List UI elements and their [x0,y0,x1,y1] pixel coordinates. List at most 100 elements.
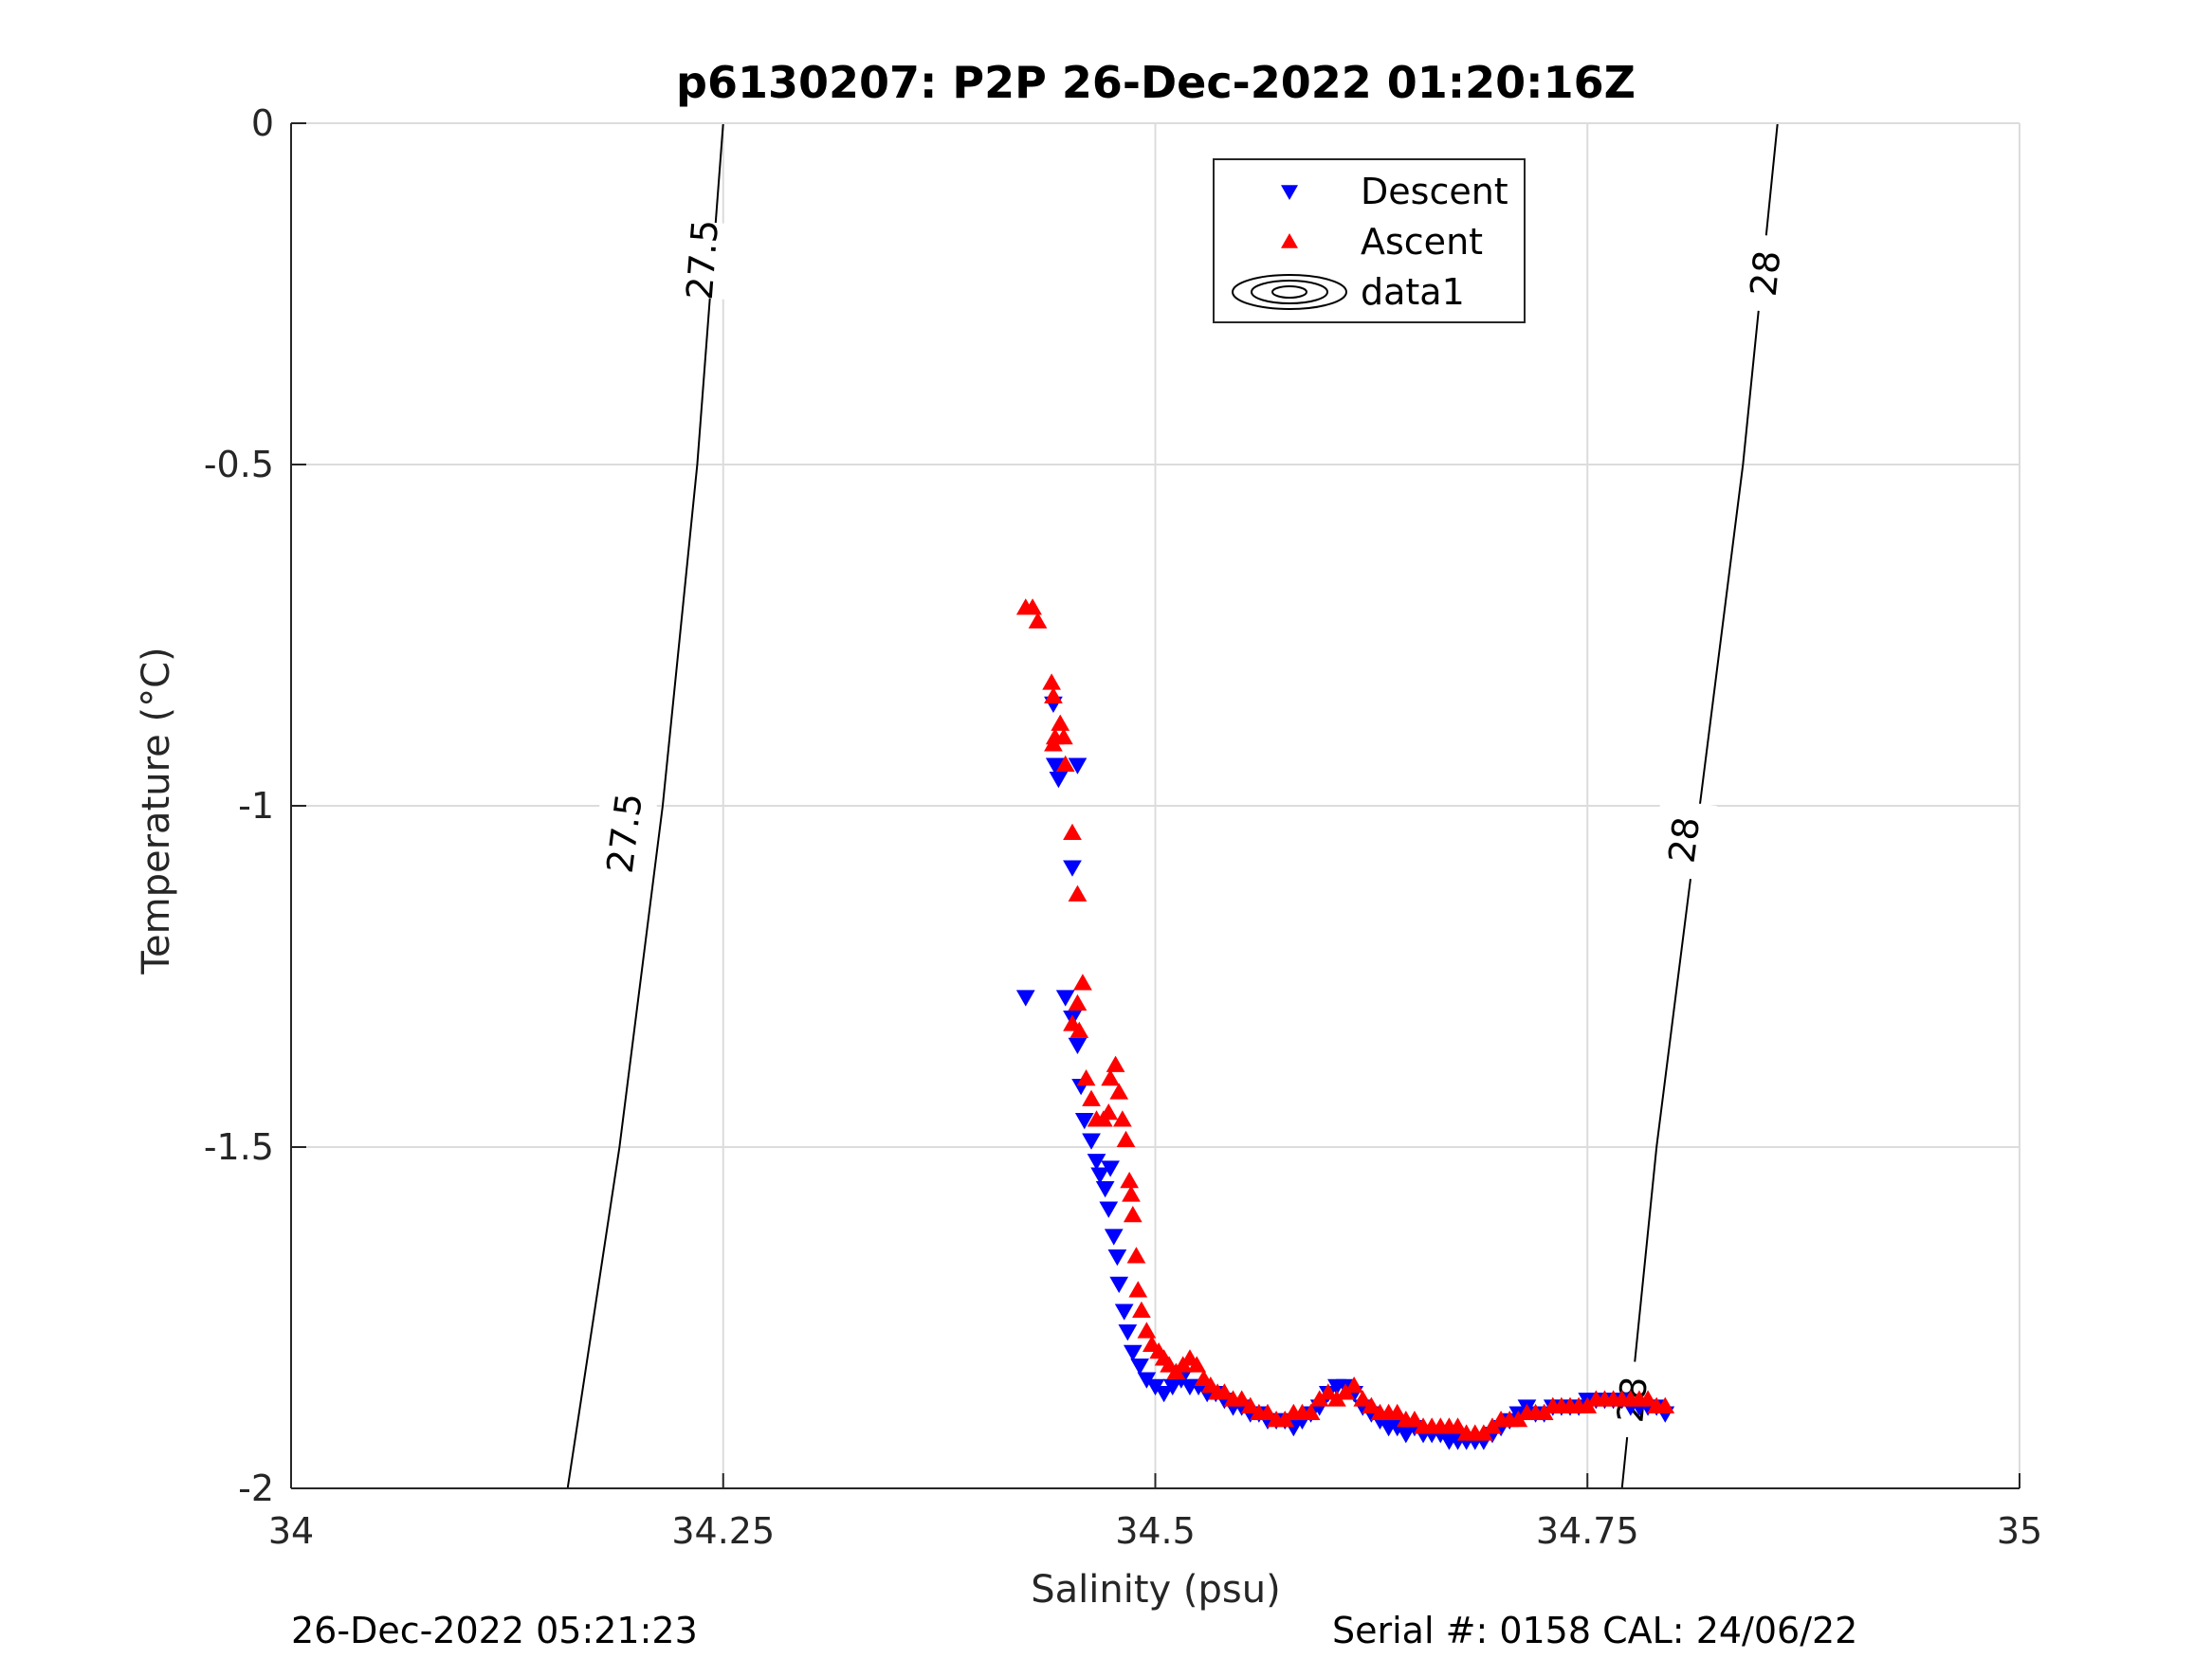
legend-box [1213,158,1526,323]
y-tick-label: -0.5 [204,444,274,485]
descent-point [1045,757,1065,775]
ascent-point [1113,1110,1132,1127]
contour-line-27.5 [566,122,724,1489]
ascent-point [1054,727,1073,745]
footer-datetime: 26-Dec-2022 05:21:23 [291,1610,698,1651]
legend-contour-ring [1232,274,1347,310]
ascent-point [1240,1396,1260,1413]
descent-point [1095,1180,1115,1198]
contour-label-mask [1733,232,1798,315]
legend-label: Descent [1361,171,1508,212]
x-tick-label: 34.25 [671,1510,775,1552]
ascent-point [1137,1322,1157,1339]
data-points [1015,598,1675,1450]
ascent-point [1076,1068,1096,1086]
ascent-point [1055,755,1075,773]
descent-point [1154,1385,1174,1403]
descent-point [1101,1160,1120,1177]
ascent-point [1128,1281,1148,1298]
ascent-point [1063,823,1082,841]
ascent-point [1023,598,1042,615]
ascent-point [1069,1021,1089,1038]
legend-contour-ring [1251,280,1328,304]
descent-point [1104,1229,1124,1246]
contour-label: 27.5 [599,791,650,875]
descent-point [1118,1324,1138,1341]
ascent-point [1215,1383,1234,1400]
ascent-point [1132,1301,1151,1319]
ascent-point [1028,611,1048,629]
descent-point [1068,757,1088,775]
legend-contour-icon [1232,274,1347,310]
x-tick-label: 35 [1997,1510,2042,1552]
descent-point [1015,990,1035,1007]
ascent-point [1051,714,1070,731]
ascent-point [1232,1390,1252,1407]
ascent-point [1187,1356,1207,1373]
ascent-point [1638,1390,1657,1407]
descent-point [1099,1201,1119,1218]
legend-label: Ascent [1361,221,1483,263]
ascent-point [1448,1417,1468,1434]
ascent-point [1362,1396,1381,1413]
ascent-point [1082,1089,1101,1106]
ascent-point [1042,673,1061,690]
descent-point [1049,771,1069,789]
descent-point [1114,1304,1134,1321]
legend: Descent Ascent data1 [1213,158,1526,323]
descent-point [1074,1112,1094,1130]
ascent-point [1353,1390,1373,1407]
y-axis-label: Temperature (°C) [135,647,178,975]
ascent-point [1106,1055,1125,1072]
ascent-point [1123,1205,1143,1223]
x-axis-label: Salinity (psu) [1031,1568,1280,1612]
ascent-point [1405,1410,1424,1428]
chart-title: p6130207: P2P 26-Dec-2022 01:20:16Z [676,57,1636,108]
grid-lines [291,123,2020,1488]
descent-point [1162,1378,1182,1396]
y-tick-label: -1 [238,785,274,827]
y-tick-label: -2 [238,1468,274,1509]
legend-contour-ring [1271,285,1307,299]
descent-point [1090,1167,1110,1184]
ascent-point [1120,1171,1140,1189]
descent-point [1068,1037,1088,1055]
descent-point [1130,1358,1149,1376]
legend-descent-marker [1281,185,1298,200]
ascent-point [1073,974,1092,991]
ascent-point [1344,1376,1364,1394]
contour-label-mask [592,792,658,875]
legend-label: data1 [1361,271,1465,313]
ascent-point [1044,686,1063,704]
axes: 34 34.25 34.5 34.75 35 0 -0.5 -1 -1.5 -2 [204,102,2042,1552]
legend-ascent-marker [1281,233,1298,248]
ascent-point [1301,1403,1321,1421]
ascent-point [1258,1403,1277,1421]
y-tick-label: -1.5 [204,1126,274,1168]
ascent-point [1101,1068,1120,1086]
contour-label: 28 [1660,814,1708,866]
ascent-point [1068,994,1088,1012]
x-tick-label: 34 [268,1510,314,1552]
contour-label-mask [670,219,734,301]
density-contours: 27.527.5282828 [566,122,1798,1489]
descent-point [1087,1154,1106,1171]
ascent-point [1122,1185,1141,1202]
ascent-point [1068,884,1088,902]
descent-point [1063,860,1082,877]
contour-label: 28 [1743,248,1789,299]
contour-label: 27.5 [679,218,726,301]
contour-label-mask [1651,798,1718,882]
ascent-point [1116,1130,1136,1148]
ascent-point [1044,735,1063,752]
descent-point [1123,1344,1143,1362]
ascent-point [1655,1396,1675,1413]
ascent-point [1387,1403,1407,1421]
descent-point [1396,1427,1416,1444]
ascent-point [1126,1247,1146,1264]
descent-point [1055,990,1075,1007]
y-tick-label: 0 [251,102,274,144]
descent-point [1109,1276,1129,1294]
x-tick-label: 34.5 [1115,1510,1196,1552]
